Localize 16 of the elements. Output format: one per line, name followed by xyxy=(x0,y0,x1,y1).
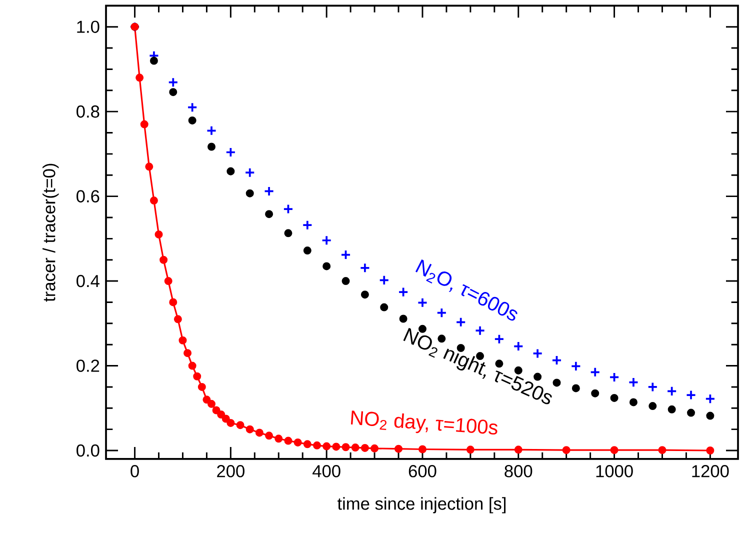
x-tick-label: 800 xyxy=(504,465,532,478)
y-tick-label: 0.2 xyxy=(76,360,100,372)
x-tick-label: 600 xyxy=(408,465,436,478)
y-tick-label: 1.0 xyxy=(77,20,100,33)
x-tick-label: 200 xyxy=(217,465,244,478)
x-tick-label: 400 xyxy=(312,465,340,478)
y-tick-label: 0.0 xyxy=(76,444,100,457)
series-label: NO$_{2}$ day, τ=100s xyxy=(350,410,498,434)
y-tick-label: 0.4 xyxy=(76,274,100,288)
x-axis-title: time since injection [s] xyxy=(338,497,506,514)
y-tick-label: 0.8 xyxy=(76,105,100,118)
x-tick-label: 1000 xyxy=(596,465,633,478)
x-tick-label: 1200 xyxy=(692,465,729,478)
y-tick-label: 0.6 xyxy=(76,190,100,202)
y-axis-title: tracer / tracer(t=0) xyxy=(42,164,59,302)
x-tick-label: 0 xyxy=(130,465,139,478)
